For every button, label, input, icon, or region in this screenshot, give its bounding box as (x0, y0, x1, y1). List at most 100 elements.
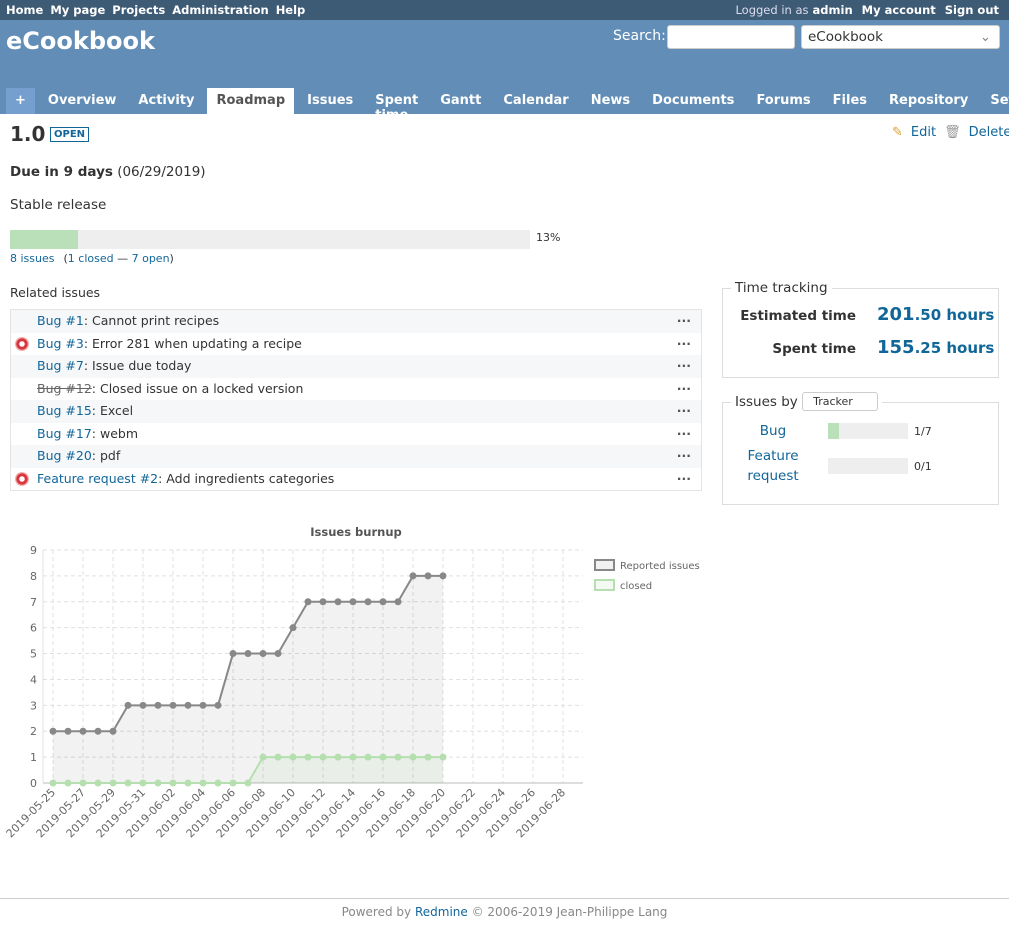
edit-link[interactable]: Edit (910, 125, 937, 140)
login-status: Logged in as admin (735, 3, 852, 17)
edit-icon: ✎ (892, 125, 903, 140)
tab[interactable]: Activity (138, 93, 195, 108)
signout-link[interactable]: Sign out (944, 3, 999, 17)
issue-link[interactable]: Bug #7 (37, 358, 84, 373)
progress-bar (10, 230, 78, 249)
point (229, 650, 237, 658)
issue-subject: : pdf (91, 448, 121, 463)
summary-text: ) (169, 252, 174, 265)
legend-label: closed (620, 581, 652, 592)
summary-link[interactable]: 1 closed (67, 252, 114, 265)
point (364, 598, 372, 606)
point (139, 779, 147, 787)
top-menu-link[interactable]: Administration (172, 3, 269, 17)
point (304, 753, 312, 761)
issue-link[interactable]: Bug #20 (37, 448, 92, 463)
tab[interactable]: Documents (652, 93, 735, 108)
point (49, 727, 57, 735)
summary-link[interactable]: 7 open (131, 252, 170, 265)
tab[interactable]: Repository (889, 93, 969, 108)
point (319, 753, 327, 761)
y-tick-label: 6 (30, 622, 37, 635)
issue-link[interactable]: Bug #15 (37, 403, 92, 418)
tab[interactable]: + (6, 88, 35, 114)
point (109, 779, 117, 787)
issue-row: Bug #3: Error 281 when updating a recipe… (11, 333, 701, 356)
priority-icon (15, 336, 29, 351)
tracker-link[interactable]: Bug (759, 423, 787, 439)
footer: Powered by Redmine © 2006-2019 Jean-Phil… (0, 905, 1009, 919)
point (154, 701, 162, 709)
point (199, 779, 207, 787)
due-date: (06/29/2019) (117, 164, 206, 180)
issue-link[interactable]: Bug #12 (37, 380, 92, 396)
issue-subject: : Excel (91, 403, 134, 418)
issue-menu[interactable]: ... (676, 445, 691, 460)
top-menu: Home My page Projects Administration Help Lo… (0, 0, 1009, 20)
y-tick-label: 1 (30, 751, 37, 764)
point (139, 701, 147, 709)
tab[interactable]: Forums (756, 93, 811, 108)
top-menu-link[interactable]: My page (50, 3, 106, 17)
tab[interactable]: Gantt (440, 93, 482, 108)
description: Stable release (10, 197, 107, 213)
issue-subject: : webm (91, 425, 139, 441)
search-input[interactable] (667, 25, 795, 49)
tab[interactable]: Spent time (375, 93, 419, 123)
progress-track (10, 230, 530, 249)
time-whole: 155 (877, 337, 915, 358)
y-tick-label: 9 (30, 544, 37, 557)
summary-text: ( (63, 252, 68, 265)
delete-link[interactable]: Delete (968, 125, 1009, 140)
issue-link[interactable]: Bug #1 (37, 313, 84, 328)
tab[interactable]: Calendar (503, 93, 569, 108)
project-select[interactable]: eCookbook ⌄ (801, 25, 1000, 49)
issue-menu[interactable]: ... (676, 422, 691, 438)
issue-link[interactable]: Feature request #2 (37, 470, 159, 486)
point (364, 753, 372, 761)
issue-summary: 8 issues (1 closed — 7 open) (10, 252, 174, 265)
issue-menu[interactable]: ... (676, 377, 691, 393)
point (319, 598, 327, 606)
point (289, 624, 297, 632)
point (64, 779, 72, 787)
issue-menu[interactable]: ... (676, 467, 691, 483)
tab[interactable]: Overview (47, 93, 117, 108)
time-rows: Estimated time 201.50 hours Spent time 155.… (723, 304, 998, 370)
y-tick-label: 3 (30, 699, 37, 712)
tab[interactable]: News (590, 93, 631, 108)
point (274, 753, 282, 761)
point (334, 598, 342, 606)
issue-menu[interactable]: ... (676, 400, 691, 415)
issue-link[interactable]: Bug #3 (37, 335, 84, 351)
point (379, 753, 387, 761)
user-link[interactable]: admin (812, 3, 853, 17)
issue-subject: : Add ingredients categories (158, 470, 335, 486)
issue-menu[interactable]: ... (676, 332, 691, 348)
issue-subject: : Cannot print recipes (83, 313, 220, 328)
priority-icon (15, 471, 29, 486)
issue-row: Bug #20: pdf... (11, 445, 701, 468)
account-link[interactable]: My account (861, 3, 936, 17)
tracker-select[interactable]: Tracker (802, 392, 878, 411)
tab[interactable]: Files (832, 93, 868, 108)
time-fraction: .25 hours (914, 339, 995, 357)
tracker-track (828, 458, 908, 474)
tab[interactable]: Settings (990, 93, 1009, 108)
footer-link[interactable]: Redmine (414, 905, 468, 919)
issue-menu[interactable]: ... (676, 355, 691, 370)
y-tick-label: 0 (30, 777, 37, 790)
issue-menu[interactable]: ... (676, 310, 691, 325)
search-label: Search: (613, 28, 666, 44)
tab[interactable]: Roadmap (207, 88, 295, 114)
tracker-track (828, 423, 908, 439)
top-menu-link[interactable]: Home (6, 3, 44, 17)
issue-link[interactable]: Bug #17 (37, 425, 92, 441)
top-menu-link[interactable]: Help (275, 3, 306, 17)
issues-link[interactable]: 8 issues (10, 252, 55, 265)
tracker-link[interactable]: Feature request (747, 448, 799, 484)
tab[interactable]: Issues (307, 93, 354, 108)
top-menu-link[interactable]: Projects (112, 3, 166, 17)
issue-subject: : Error 281 when updating a recipe (83, 335, 302, 351)
